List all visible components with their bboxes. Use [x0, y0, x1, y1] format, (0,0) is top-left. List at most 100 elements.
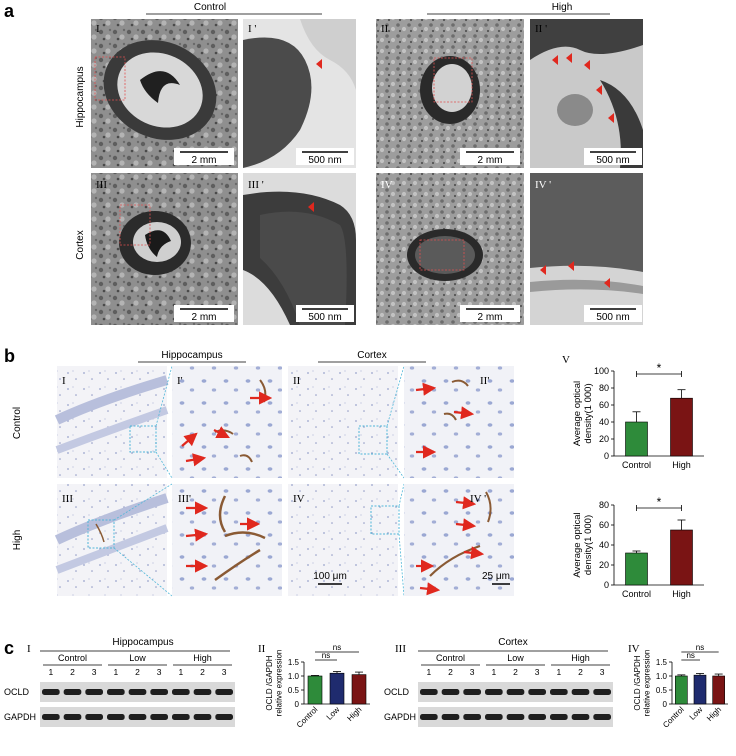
blot-lane-number: 1: [48, 667, 53, 677]
a-row-hippocampus: Hippocampus: [75, 66, 86, 127]
c-hipp-title: Hippocampus: [112, 637, 173, 648]
histo-tile-III-label: III: [62, 493, 73, 505]
significance-marker: ns: [322, 651, 330, 660]
blot-row-label: OCLD: [4, 687, 30, 697]
em-tile-II-prime-scale: 500 nm: [596, 155, 629, 166]
blot-group-label: Control: [58, 653, 87, 663]
histo-tile-IV: IV 100 μm: [288, 484, 400, 596]
blot-band: [128, 714, 147, 720]
blot-band: [215, 714, 233, 720]
histo-tile-III-prime-label: III': [178, 493, 191, 505]
y-axis-label: density(1 000): [583, 383, 594, 443]
em-tile-II-prime-label: II ': [535, 23, 547, 35]
blot-band: [172, 689, 190, 695]
panel-letter-c: c: [4, 638, 14, 658]
blot-lane-number: 3: [535, 667, 540, 677]
bar: [625, 552, 648, 586]
significance-marker: *: [657, 495, 662, 509]
em-tile-IV: IV 2 mm: [376, 173, 524, 325]
y-tick-label: 20: [599, 560, 609, 570]
blot-band: [172, 714, 190, 720]
blot-band: [441, 714, 460, 720]
y-axis-label: relative expression: [643, 650, 652, 717]
em-tile-IV-label: IV: [381, 179, 393, 191]
blot-lane-number: 2: [135, 667, 140, 677]
blot-band: [63, 714, 82, 720]
b-row-high: High: [12, 530, 23, 551]
chart-ocld-hippocampus: 0 0.5 1.0 1.5 OCLD /GAPDH relative expression…: [265, 643, 370, 730]
chart-optical-density-high-row: 0 20 40 60 80 Average optical density(1 000) Co…: [572, 495, 704, 599]
zoom-line: [155, 451, 173, 479]
y-tick-label: 80: [599, 500, 609, 510]
histo-tile-II-prime-label: II': [480, 375, 489, 387]
bar: [670, 397, 693, 457]
x-tick-label: High: [672, 460, 691, 470]
blot-row-label: GAPDH: [384, 712, 416, 722]
chart-ocld-cortex: 0 0.5 1.0 1.5 OCLD /GAPDH relative expression…: [633, 643, 728, 730]
zoom-line: [386, 453, 405, 479]
em-tile-IV-prime: IV ' 500 nm: [530, 173, 643, 325]
blot-band: [107, 689, 125, 695]
blot-lane-number: 3: [600, 667, 605, 677]
blot-band: [193, 714, 212, 720]
blot-band: [571, 714, 590, 720]
western-blot-hippocampus: Control Low High 1 2 3 1 2 3 1 2 3 OCLD GAPDH: [4, 653, 235, 727]
histo-tile-II-label: II: [293, 375, 301, 387]
em-tile-I-prime-scale: 500 nm: [308, 155, 341, 166]
bar: [307, 675, 323, 705]
c-hipp-label: I: [27, 643, 31, 655]
blot-lane-number: 1: [113, 667, 118, 677]
em-tile-II: II 2 mm: [376, 19, 524, 168]
x-tick-label: High: [345, 705, 363, 723]
em-tile-IV-prime-label: IV ': [535, 179, 551, 191]
blot-band: [420, 714, 438, 720]
y-tick-label: 1.0: [288, 672, 300, 681]
y-axis-label: density(1 000): [583, 515, 594, 575]
em-tile-IV-prime-scale: 500 nm: [596, 312, 629, 323]
x-tick-label: Low: [688, 705, 705, 722]
y-axis-label: relative expression: [275, 650, 284, 717]
blot-group-label: Low: [129, 653, 146, 663]
a-group-high: High: [552, 2, 573, 13]
chart-optical-density-control-row: 0 20 40 60 80 100 Average optical density(1 000…: [572, 361, 704, 470]
a-row-cortex: Cortex: [75, 230, 86, 259]
em-tile-III: III 2 mm: [91, 173, 238, 325]
em-tile-II-prime: II ' 500 nm: [530, 19, 643, 168]
histo-tile-I: I: [54, 366, 169, 478]
scale-100um: 100 μm: [313, 571, 347, 582]
blot-band: [528, 689, 546, 695]
y-axis-label: Average optical: [572, 381, 583, 446]
blot-lane-number: 3: [92, 667, 97, 677]
em-tile-I-scale: 2 mm: [192, 155, 217, 166]
y-tick-label: 0: [604, 580, 609, 590]
histo-tile-I-label: I: [62, 375, 66, 387]
significance-marker: ns: [686, 651, 694, 660]
blot-band: [485, 689, 503, 695]
y-tick-label: 0: [663, 700, 668, 709]
blot-lane-number: 1: [556, 667, 561, 677]
histo-tile-I-prime-label: I': [177, 375, 183, 387]
blot-band: [571, 689, 590, 695]
blot-lane-number: 3: [157, 667, 162, 677]
blot-band: [593, 689, 611, 695]
significance-marker: *: [657, 361, 662, 375]
blot-band: [485, 714, 503, 720]
em-tile-III-label: III: [96, 179, 107, 191]
blot-group-label: Low: [507, 653, 524, 663]
blot-row-label: OCLD: [384, 687, 410, 697]
blot-band: [215, 689, 233, 695]
blot-lane-number: 2: [200, 667, 205, 677]
blot-group-label: High: [571, 653, 590, 663]
em-tile-I-prime-label: I ': [248, 23, 256, 35]
y-tick-label: 80: [599, 383, 609, 393]
c-cortex-label: III: [395, 643, 406, 655]
blot-band: [150, 714, 168, 720]
blot-band: [193, 689, 212, 695]
bar: [693, 674, 707, 705]
blot-band: [463, 689, 481, 695]
blot-band: [441, 689, 460, 695]
y-tick-label: 0.5: [288, 686, 300, 695]
bar: [712, 675, 725, 705]
b-group-cortex: Cortex: [357, 350, 386, 361]
em-tile-I: I 2 mm: [91, 19, 238, 168]
